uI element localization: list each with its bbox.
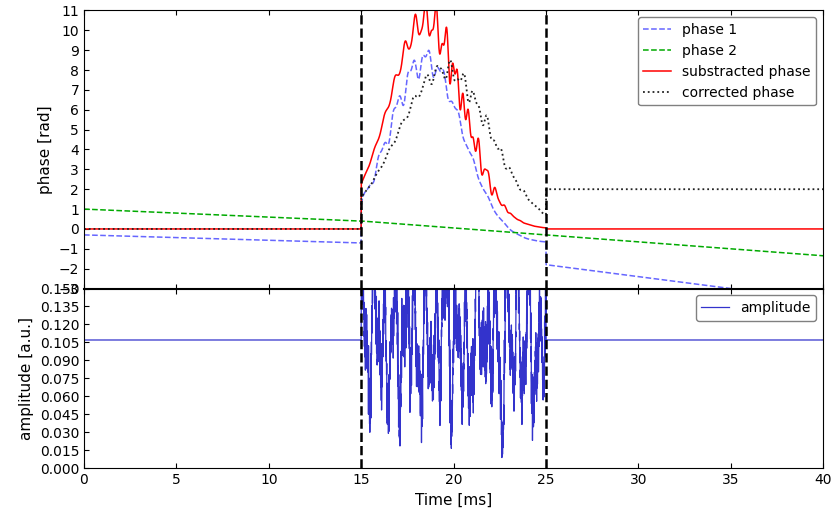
amplitude: [517, 396, 527, 402]
phase 1: [423, 47, 433, 54]
phase 1: [79, 232, 89, 238]
amplitude: [496, 454, 507, 461]
corrected phase: [116, 226, 126, 232]
X-axis label: Time [ms]: Time [ms]: [415, 492, 492, 508]
amplitude: [356, 279, 366, 285]
Line: phase 1: phase 1: [84, 50, 823, 301]
phase 2: [627, 238, 637, 244]
amplitude: [627, 337, 638, 343]
corrected phase: [818, 186, 828, 192]
phase 2: [347, 217, 357, 224]
phase 1: [347, 240, 357, 246]
amplitude: [549, 337, 559, 343]
phase 2: [79, 206, 89, 212]
substracted phase: [347, 226, 357, 232]
amplitude: [818, 337, 828, 343]
substracted phase: [116, 226, 126, 232]
corrected phase: [666, 186, 676, 192]
corrected phase: [549, 186, 559, 192]
corrected phase: [79, 226, 89, 232]
Legend: phase 1, phase 2, substracted phase, corrected phase: phase 1, phase 2, substracted phase, cor…: [638, 17, 816, 105]
phase 1: [627, 272, 637, 279]
corrected phase: [517, 187, 527, 193]
substracted phase: [421, 0, 431, 5]
phase 1: [818, 297, 828, 304]
amplitude: [79, 337, 89, 343]
substracted phase: [79, 226, 89, 232]
phase 2: [818, 253, 828, 259]
phase 2: [549, 232, 559, 239]
amplitude: [116, 337, 126, 343]
phase 2: [517, 230, 527, 236]
substracted phase: [627, 226, 637, 232]
Y-axis label: amplitude [a.u.]: amplitude [a.u.]: [19, 317, 34, 440]
corrected phase: [445, 57, 455, 63]
phase 2: [666, 241, 676, 248]
substracted phase: [818, 226, 828, 232]
Legend: amplitude: amplitude: [696, 295, 816, 321]
substracted phase: [666, 226, 676, 232]
Y-axis label: phase [rad]: phase [rad]: [38, 105, 53, 194]
Line: phase 2: phase 2: [84, 209, 823, 256]
phase 1: [116, 233, 126, 239]
substracted phase: [517, 218, 527, 225]
phase 1: [549, 263, 559, 269]
amplitude: [667, 337, 677, 343]
corrected phase: [627, 186, 637, 192]
corrected phase: [347, 226, 357, 232]
amplitude: [347, 337, 357, 343]
phase 2: [116, 207, 126, 214]
phase 1: [666, 278, 676, 284]
phase 1: [517, 233, 527, 239]
substracted phase: [549, 226, 559, 232]
Line: substracted phase: substracted phase: [84, 2, 823, 229]
Line: corrected phase: corrected phase: [84, 60, 823, 229]
Line: amplitude: amplitude: [84, 282, 823, 458]
